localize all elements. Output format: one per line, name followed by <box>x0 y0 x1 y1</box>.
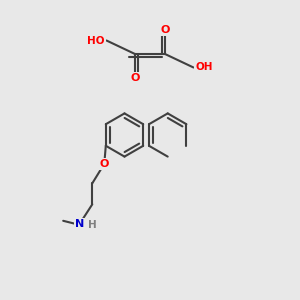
Text: O: O <box>160 25 170 35</box>
Text: N: N <box>75 219 84 229</box>
Text: O: O <box>100 159 109 169</box>
Text: OH: OH <box>195 62 212 73</box>
Text: O: O <box>130 73 140 83</box>
Text: H: H <box>88 220 97 230</box>
Text: HO: HO <box>88 35 105 46</box>
